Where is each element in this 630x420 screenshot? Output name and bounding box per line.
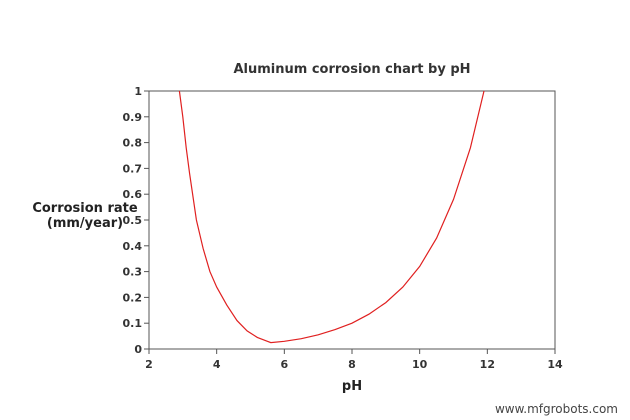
y-tick-label: 0.7 bbox=[123, 162, 143, 175]
y-axis: 0 0.1 0.2 0.3 0.4 0.5 0.6 0.7 0.8 0.9 1 bbox=[123, 85, 149, 356]
y-axis-label-line-2: (mm/year) bbox=[47, 216, 123, 231]
plot-area-frame bbox=[148, 90, 556, 350]
x-tick-label: 8 bbox=[348, 358, 356, 371]
y-tick-label: 0.4 bbox=[123, 240, 143, 253]
y-tick-label: 0.6 bbox=[123, 188, 143, 201]
chart-title: Aluminum corrosion chart by pH bbox=[233, 62, 470, 77]
y-tick-label: 0.5 bbox=[123, 214, 143, 227]
y-axis-label-line-1: Corrosion rate bbox=[32, 201, 138, 216]
series-line-corrosion-rate bbox=[178, 90, 485, 344]
x-axis: 2 4 6 8 10 12 14 bbox=[145, 349, 563, 371]
x-tick-label: 14 bbox=[547, 358, 563, 371]
x-tick-label: 4 bbox=[213, 358, 221, 371]
x-axis-label: pH bbox=[342, 379, 362, 394]
x-tick-label: 2 bbox=[145, 358, 153, 371]
y-tick-label: 0.2 bbox=[123, 291, 143, 304]
x-tick-label: 6 bbox=[281, 358, 289, 371]
x-tick-label: 10 bbox=[412, 358, 428, 371]
y-tick-label: 0.1 bbox=[123, 317, 143, 330]
y-tick-label: 1 bbox=[134, 85, 142, 98]
y-tick-label: 0 bbox=[134, 343, 142, 356]
y-tick-label: 0.9 bbox=[123, 111, 143, 124]
watermark: www.mfgrobots.com bbox=[495, 402, 618, 416]
y-tick-label: 0.8 bbox=[123, 137, 143, 150]
x-tick-label: 12 bbox=[480, 358, 495, 371]
y-tick-label: 0.3 bbox=[123, 266, 143, 279]
